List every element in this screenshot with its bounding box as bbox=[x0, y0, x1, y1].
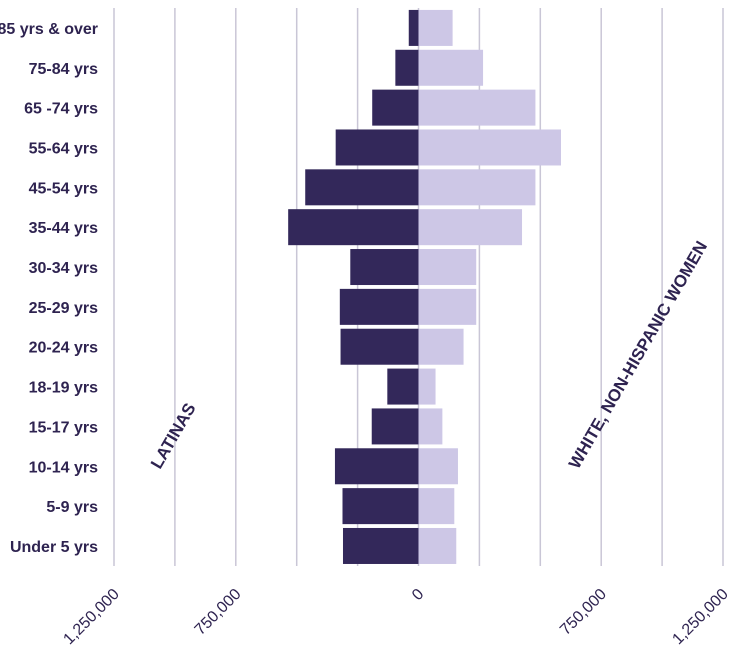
bar-latinas-2 bbox=[372, 89, 419, 126]
bar-latinas-12 bbox=[342, 488, 419, 525]
bar-latinas-3 bbox=[335, 129, 419, 166]
category-label-1: 75-84 yrs bbox=[29, 61, 98, 78]
bar-white-2 bbox=[418, 89, 536, 126]
series-label-white-non-hispanic-women: WHITE, NON-HISPANIC WOMEN bbox=[565, 238, 711, 472]
category-label-2: 65 -74 yrs bbox=[24, 101, 98, 118]
x-tick-label-8: 750,000 bbox=[557, 586, 610, 639]
category-label-6: 30-34 yrs bbox=[29, 260, 98, 277]
category-label-11: 10-14 yrs bbox=[29, 459, 98, 476]
bar-white-0 bbox=[418, 9, 453, 46]
bar-latinas-9 bbox=[387, 368, 419, 405]
bar-latinas-4 bbox=[305, 169, 419, 206]
bar-latinas-13 bbox=[342, 527, 419, 564]
bar-white-9 bbox=[418, 368, 436, 405]
bar-latinas-7 bbox=[339, 288, 419, 325]
bar-latinas-10 bbox=[371, 408, 419, 445]
category-label-9: 18-19 yrs bbox=[29, 380, 98, 397]
x-tick-label-10: 1,250,000 bbox=[669, 586, 731, 648]
bar-white-3 bbox=[418, 129, 562, 166]
x-tick-label-0: 1,250,000 bbox=[60, 586, 122, 648]
x-tick-labels: 1,250,000 750,000 0 750,000 1,250,000 bbox=[60, 586, 731, 648]
category-label-4: 45-54 yrs bbox=[29, 180, 98, 197]
category-label-7: 25-29 yrs bbox=[29, 300, 98, 317]
category-label-5: 35-44 yrs bbox=[29, 220, 98, 237]
bar-white-1 bbox=[418, 49, 484, 86]
category-label-3: 55-64 yrs bbox=[29, 140, 98, 157]
bar-latinas-0 bbox=[408, 9, 419, 46]
category-label-0: 85 yrs & over bbox=[0, 21, 98, 38]
bar-white-11 bbox=[418, 448, 458, 485]
bars bbox=[288, 9, 562, 564]
bar-white-7 bbox=[418, 288, 477, 325]
bar-latinas-1 bbox=[395, 49, 419, 86]
category-label-10: 15-17 yrs bbox=[29, 419, 98, 436]
bar-white-6 bbox=[418, 249, 477, 286]
series-label-latinas: LATINAS bbox=[147, 400, 200, 472]
bar-white-13 bbox=[418, 527, 457, 564]
bar-latinas-6 bbox=[350, 249, 419, 286]
category-label-12: 5-9 yrs bbox=[46, 499, 98, 516]
category-label-13: Under 5 yrs bbox=[10, 539, 98, 556]
bar-white-10 bbox=[418, 408, 443, 445]
bar-white-8 bbox=[418, 328, 464, 365]
bar-white-4 bbox=[418, 169, 536, 206]
bar-white-5 bbox=[418, 209, 523, 246]
bar-latinas-11 bbox=[334, 448, 419, 485]
bar-latinas-8 bbox=[340, 328, 419, 365]
bar-white-12 bbox=[418, 488, 455, 525]
bar-latinas-5 bbox=[288, 209, 419, 246]
category-labels: 85 yrs & over 75-84 yrs 65 -74 yrs 55-64 yr… bbox=[0, 21, 98, 556]
x-tick-label-2: 750,000 bbox=[192, 586, 245, 639]
category-label-8: 20-24 yrs bbox=[29, 340, 98, 357]
x-tick-label-5: 0 bbox=[409, 586, 427, 604]
